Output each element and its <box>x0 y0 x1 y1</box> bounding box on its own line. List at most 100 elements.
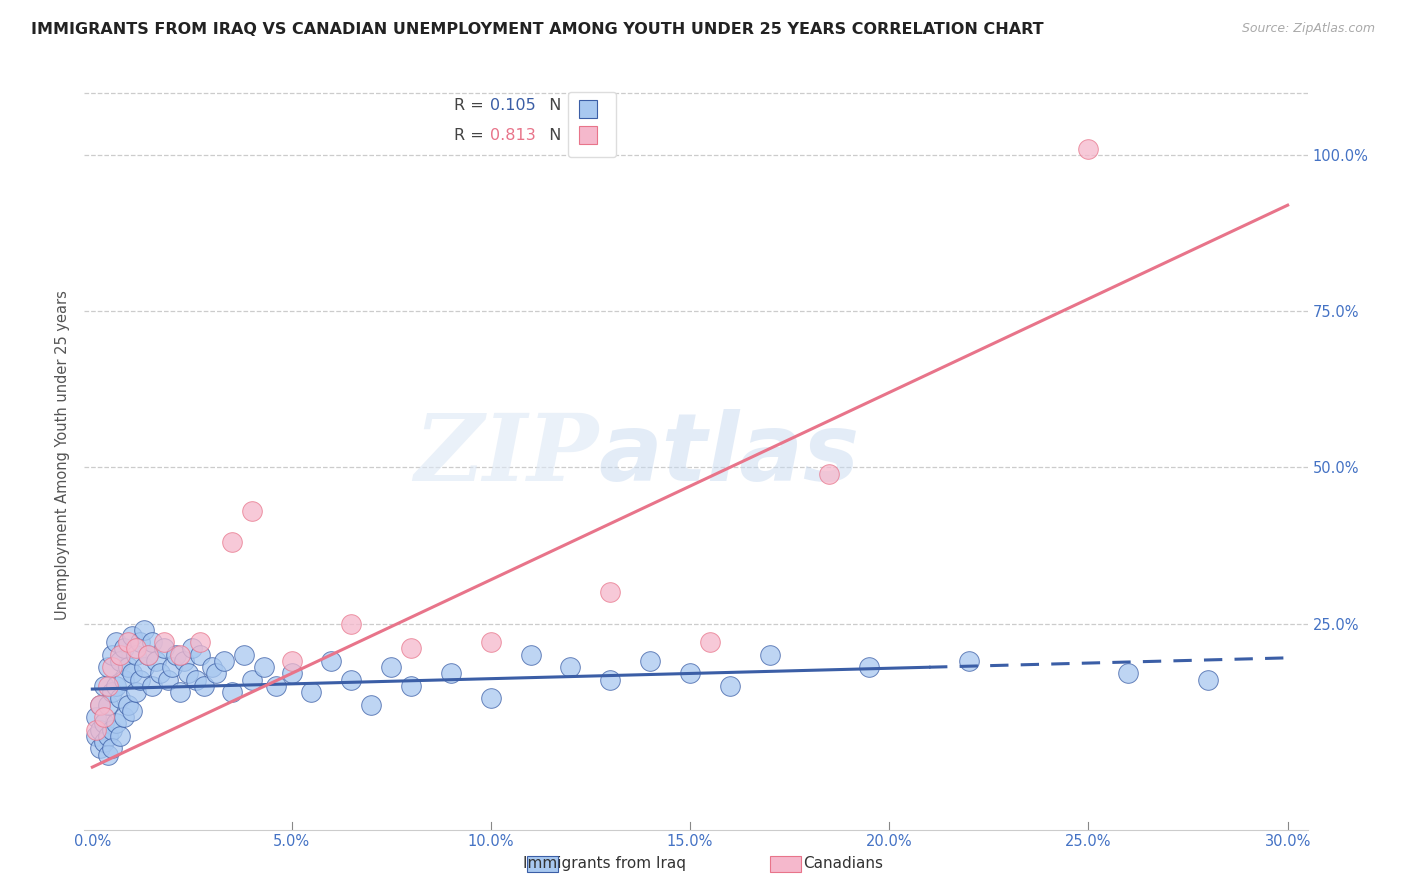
Point <box>134 660 156 674</box>
Point <box>105 716 128 731</box>
Point <box>136 648 159 662</box>
Text: Immigrants from Iraq: Immigrants from Iraq <box>523 856 686 871</box>
Point <box>125 641 148 656</box>
Point <box>380 660 402 674</box>
Point <box>181 641 204 656</box>
Point <box>112 641 135 656</box>
Point <box>89 723 111 737</box>
Point <box>110 691 132 706</box>
Point <box>699 635 721 649</box>
Point <box>165 648 187 662</box>
Point <box>1116 666 1139 681</box>
Point <box>105 679 128 693</box>
Point <box>321 654 343 668</box>
Point <box>205 666 228 681</box>
Point <box>125 648 148 662</box>
Text: ZIP: ZIP <box>413 410 598 500</box>
Point <box>97 679 120 693</box>
Point <box>141 635 163 649</box>
Point <box>101 685 124 699</box>
Point <box>440 666 463 681</box>
Point <box>101 660 124 674</box>
Point <box>153 635 176 649</box>
Point <box>264 679 287 693</box>
Point <box>121 704 143 718</box>
Point <box>117 698 139 712</box>
Point <box>97 660 120 674</box>
Point <box>177 666 200 681</box>
Point <box>360 698 382 712</box>
Point <box>184 673 207 687</box>
Point <box>188 635 211 649</box>
Point <box>280 666 302 681</box>
Point <box>169 648 191 662</box>
Point <box>280 654 302 668</box>
Text: R =: R = <box>454 128 489 144</box>
Point <box>117 660 139 674</box>
Point <box>97 747 120 762</box>
Point <box>121 629 143 643</box>
Point <box>129 635 152 649</box>
Point <box>86 710 108 724</box>
Text: 22: 22 <box>582 128 602 144</box>
Point <box>1197 673 1219 687</box>
Point <box>340 673 363 687</box>
Point <box>97 729 120 743</box>
Point <box>188 648 211 662</box>
Text: 0.105: 0.105 <box>491 98 536 113</box>
Point <box>112 710 135 724</box>
Point <box>110 654 132 668</box>
Point <box>212 654 235 668</box>
Point <box>1077 142 1099 156</box>
Text: atlas: atlas <box>598 409 859 501</box>
Point <box>479 691 502 706</box>
Point <box>93 679 115 693</box>
Point <box>157 673 180 687</box>
Point <box>957 654 980 668</box>
Point <box>818 467 841 481</box>
Point <box>110 729 132 743</box>
Text: 0.813: 0.813 <box>491 128 536 144</box>
Point <box>240 504 263 518</box>
Point <box>679 666 702 681</box>
Point <box>101 648 124 662</box>
Point <box>221 535 243 549</box>
Point <box>86 723 108 737</box>
Point <box>129 673 152 687</box>
Point <box>599 673 621 687</box>
Text: N =: N = <box>540 128 585 144</box>
Point <box>201 660 224 674</box>
Point <box>758 648 780 662</box>
Point <box>141 679 163 693</box>
Point <box>169 685 191 699</box>
Text: Source: ZipAtlas.com: Source: ZipAtlas.com <box>1241 22 1375 36</box>
Y-axis label: Unemployment Among Youth under 25 years: Unemployment Among Youth under 25 years <box>55 290 70 620</box>
Text: N =: N = <box>540 98 585 113</box>
Point <box>599 585 621 599</box>
Point <box>858 660 880 674</box>
Point <box>301 685 323 699</box>
Point <box>145 654 167 668</box>
Text: 80: 80 <box>582 98 603 113</box>
Point <box>149 666 172 681</box>
Point <box>399 679 422 693</box>
Point <box>340 616 363 631</box>
Point <box>125 685 148 699</box>
Point <box>97 698 120 712</box>
Point <box>193 679 215 693</box>
Point <box>153 641 176 656</box>
Point <box>399 641 422 656</box>
Point <box>89 741 111 756</box>
Point <box>101 723 124 737</box>
Point <box>93 716 115 731</box>
Point <box>253 660 276 674</box>
Point <box>479 635 502 649</box>
Point <box>240 673 263 687</box>
Point <box>101 741 124 756</box>
Text: Canadians: Canadians <box>804 856 883 871</box>
Point <box>221 685 243 699</box>
Point <box>89 698 111 712</box>
Point <box>93 735 115 749</box>
Point <box>136 648 159 662</box>
Text: IMMIGRANTS FROM IRAQ VS CANADIAN UNEMPLOYMENT AMONG YOUTH UNDER 25 YEARS CORRELA: IMMIGRANTS FROM IRAQ VS CANADIAN UNEMPLO… <box>31 22 1043 37</box>
